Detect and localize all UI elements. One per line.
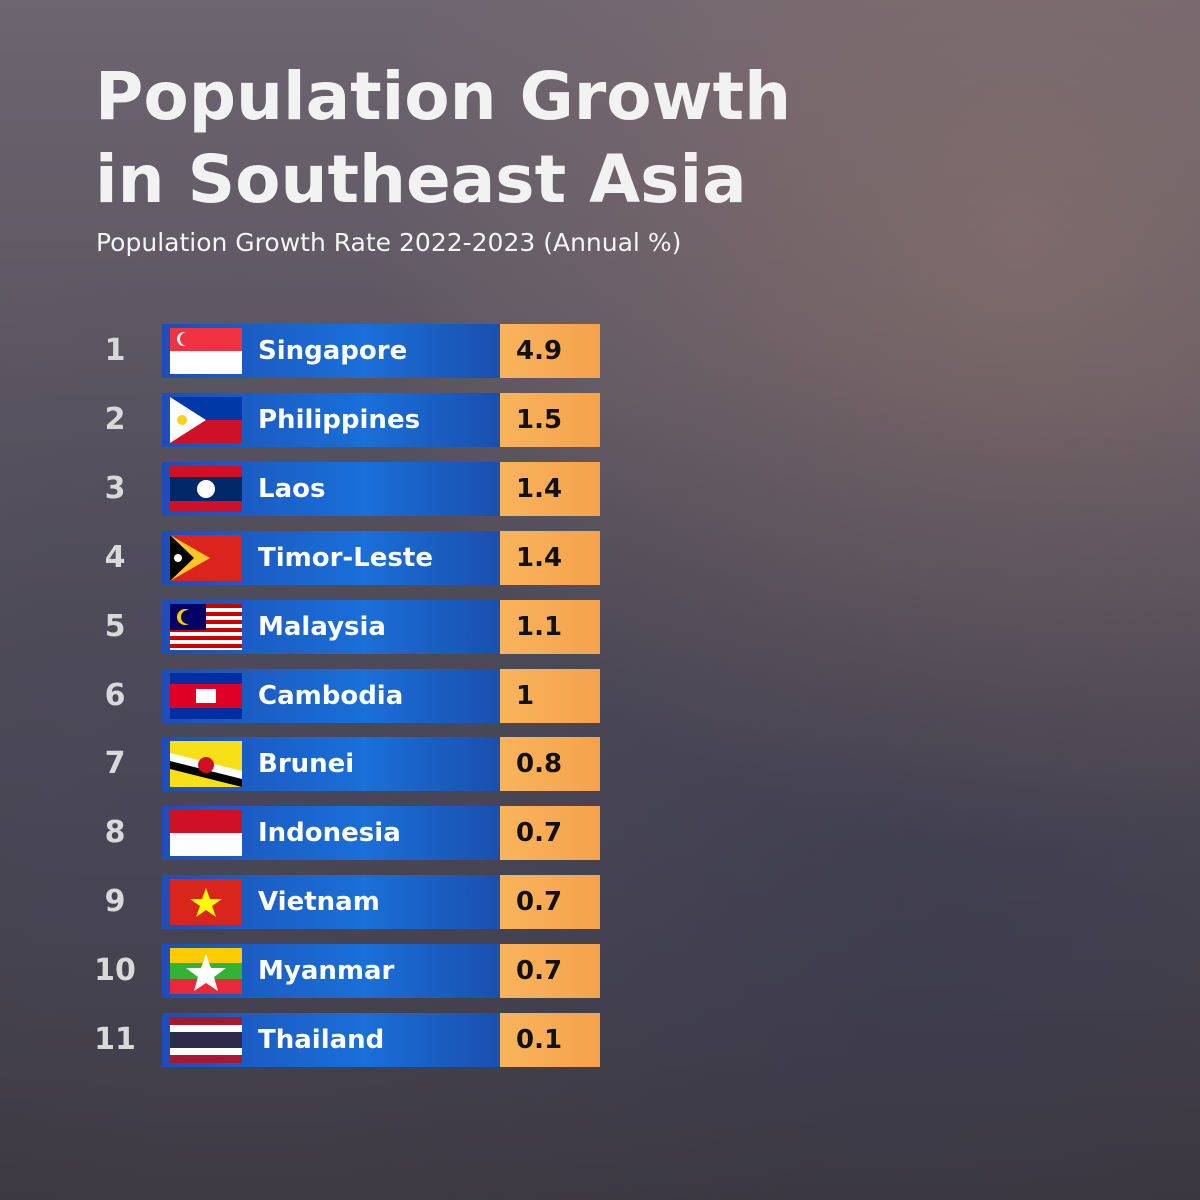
country-bar: Philippines <box>162 392 500 447</box>
value-box: 1.4 <box>500 530 600 585</box>
country-name: Philippines <box>258 404 421 435</box>
country-name: Singapore <box>258 336 408 366</box>
value-box: 0.7 <box>500 944 600 999</box>
title: Population Growth <box>95 58 792 135</box>
country-name: Cambodia <box>258 680 404 711</box>
country-name: Indonesia <box>258 818 401 849</box>
value-box: 1.5 <box>500 392 600 447</box>
flag <box>170 534 242 581</box>
value-box: 1.4 <box>500 461 600 516</box>
country-name: Vietnam <box>258 887 380 918</box>
rank: 7 <box>104 746 126 782</box>
value: 1.1 <box>516 611 563 642</box>
rank: 11 <box>94 1022 136 1057</box>
value: 1.4 <box>516 542 563 573</box>
country-bar: Myanmar <box>162 944 500 999</box>
rank: 9 <box>104 884 126 920</box>
flag <box>170 396 242 443</box>
country-name: Myanmar <box>258 956 395 987</box>
value: 0.8 <box>516 749 563 780</box>
country-bar: Brunei <box>162 737 500 792</box>
value-box: 1 <box>500 668 600 723</box>
rank: 6 <box>104 677 126 713</box>
country-name: Timor-Leste <box>258 542 433 573</box>
flag <box>170 603 242 650</box>
flag <box>170 328 242 374</box>
country-name: Malaysia <box>258 611 386 642</box>
value-box: 0.1 <box>500 1013 600 1067</box>
subtitle: Population Growth Rate 2022-2023 (Annual… <box>96 228 682 257</box>
country-bar: Cambodia <box>162 668 500 723</box>
value: 0.1 <box>516 1025 563 1055</box>
country-name: Thailand <box>258 1025 385 1055</box>
value: 1.4 <box>516 473 563 504</box>
value-box: 4.9 <box>500 324 600 378</box>
country-name: Laos <box>258 473 326 504</box>
flag <box>170 948 242 995</box>
rank: 2 <box>104 401 126 437</box>
value-box: 1.1 <box>500 599 600 654</box>
rank: 4 <box>104 539 126 575</box>
rank: 8 <box>104 815 126 851</box>
flag <box>170 741 242 788</box>
value: 0.7 <box>516 818 563 849</box>
rank: 3 <box>104 470 126 506</box>
flag <box>170 879 242 926</box>
rank: 5 <box>104 608 126 644</box>
value-box: 0.7 <box>500 875 600 930</box>
value: 0.7 <box>516 956 563 987</box>
rank: 1 <box>104 333 126 368</box>
country-name: Brunei <box>258 749 355 780</box>
country-bar: Timor-Leste <box>162 530 500 585</box>
title: in Southeast Asia <box>95 141 747 218</box>
country-bar: Malaysia <box>162 599 500 654</box>
flag <box>170 1017 242 1063</box>
country-bar: Vietnam <box>162 875 500 930</box>
value: 0.7 <box>516 887 563 918</box>
value: 1 <box>516 680 535 711</box>
value: 4.9 <box>516 336 563 366</box>
value-box: 0.7 <box>500 806 600 861</box>
flag <box>170 672 242 719</box>
country-bar: Laos <box>162 461 500 516</box>
value: 1.5 <box>516 404 563 435</box>
flag <box>170 465 242 512</box>
country-bar: Indonesia <box>162 806 500 861</box>
flag <box>170 810 242 857</box>
rank: 10 <box>94 953 136 989</box>
country-bar: Singapore <box>162 324 500 378</box>
country-bar: Thailand <box>162 1013 500 1067</box>
value-box: 0.8 <box>500 737 600 792</box>
